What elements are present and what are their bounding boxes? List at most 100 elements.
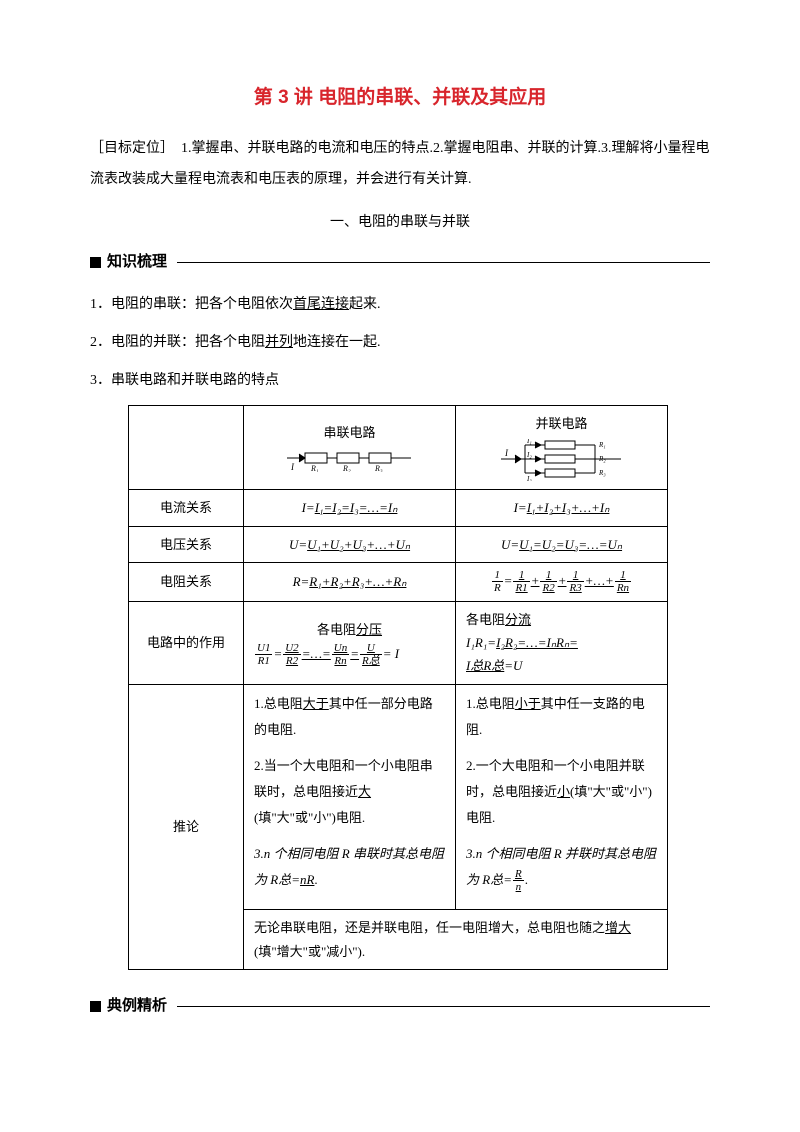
underline-text: 小于 bbox=[515, 696, 541, 711]
table-row: 电压关系 U=U₁+U₂+U₃+…+Uₙ U=U₁=U₂=U₃=…=Uₙ bbox=[129, 526, 668, 562]
formula-line: U1R1=U2R2=…=UnRn=UR总= I bbox=[254, 642, 445, 668]
svg-text:R₂: R₂ bbox=[342, 464, 351, 472]
text: = I bbox=[383, 646, 399, 661]
underline-text: 大于 bbox=[303, 696, 329, 711]
svg-text:I: I bbox=[504, 448, 509, 458]
heading-line bbox=[177, 262, 710, 263]
underline-text: 并列 bbox=[265, 335, 293, 350]
role-title: 各电阻分流 bbox=[466, 608, 657, 631]
svg-text:I₃: I₃ bbox=[526, 475, 532, 481]
infer-line: 1.总电阻小于其中任一支路的电阻. bbox=[466, 691, 657, 743]
table-cell: 各电阻分流 I₁R₁=I₂R₂=…=IₙRₙ= I总R总=U bbox=[456, 601, 668, 684]
infer-line: 1.总电阻大于其中任一部分电路的电阻. bbox=[254, 691, 445, 743]
table-cell bbox=[129, 405, 244, 489]
table-cell: 并联电路 I I₁ I₂ I₃ bbox=[456, 405, 668, 489]
infer-line: 3.n 个相同电阻 R 并联时其总电阻为 R总=Rn. bbox=[466, 841, 657, 894]
square-icon bbox=[90, 257, 101, 268]
text: =U bbox=[504, 658, 522, 673]
fraction: 1R1 bbox=[512, 569, 530, 594]
text: 2．电阻的并联：把各个电阻 bbox=[90, 335, 265, 350]
table-row: 电阻关系 R=R₁+R₂+R₃+…+Rₙ 1R=1R1+1R2+1R3+…+1R… bbox=[129, 562, 668, 601]
svg-text:I: I bbox=[290, 462, 295, 472]
list-item: 3．串联电路和并联电路的特点 bbox=[90, 367, 710, 395]
text: +…+ bbox=[585, 573, 614, 588]
text: 1.总电阻 bbox=[254, 696, 303, 711]
table-cell: 1R=1R1+1R2+1R3+…+1Rn bbox=[456, 562, 668, 601]
text: U= bbox=[289, 537, 307, 552]
text: 3.n 个相同电阻 R 并联时其总电阻为 R总= bbox=[466, 846, 656, 887]
comparison-table: 串联电路 I R₁ R₂ R₃ 并联电路 bbox=[128, 405, 668, 970]
formula-line: I₁R₁=I₂R₂=…=IₙRₙ= bbox=[466, 631, 657, 654]
table-row: 串联电路 I R₁ R₂ R₃ 并联电路 bbox=[129, 405, 668, 489]
formula-underline: I总R总 bbox=[466, 658, 504, 673]
series-circuit-icon: I R₁ R₂ R₃ bbox=[285, 448, 415, 472]
formula-underline: I₂R₂=…=IₙRₙ= bbox=[496, 635, 578, 650]
underline-text: 分压 bbox=[356, 622, 382, 637]
table-cell: 电路中的作用 bbox=[129, 601, 244, 684]
fraction: U2R2 bbox=[282, 642, 301, 667]
formula-underline: U₁+U₂+U₃+…+Uₙ bbox=[307, 537, 410, 552]
text: . bbox=[314, 872, 317, 887]
table-cell: I=I₁=I₂=I₃=…=Iₙ bbox=[244, 490, 456, 526]
table-cell-merged: 无论串联电阻，还是并联电阻，任一电阻增大，总电阻也随之增大 (填"增大"或"减小"… bbox=[244, 910, 668, 970]
formula-underline: R₁+R₂+R₃+…+Rₙ bbox=[309, 574, 406, 589]
parallel-circuit-icon: I I₁ I₂ I₃ R₁ R₂ R₃ bbox=[497, 439, 627, 481]
infer-line: 3.n 个相同电阻 R 串联时其总电阻为 R总=nR. bbox=[254, 841, 445, 893]
header-text: 串联电路 bbox=[254, 421, 445, 444]
text: = bbox=[350, 646, 359, 661]
underline-text: 增大 bbox=[605, 920, 631, 935]
formula-line: I总R总=U bbox=[466, 654, 657, 677]
table-cell: 1.总电阻小于其中任一支路的电阻. 2.一个大电阻和一个小电阻并联时，总电阻接近… bbox=[456, 684, 668, 910]
heading-line bbox=[177, 1006, 710, 1007]
fraction: 1R3 bbox=[566, 569, 584, 594]
table-cell: U=U₁+U₂+U₃+…+Uₙ bbox=[244, 526, 456, 562]
table-cell: 电阻关系 bbox=[129, 562, 244, 601]
text: (填"增大"或"减小"). bbox=[254, 944, 365, 959]
heading-text: 知识梳理 bbox=[107, 248, 167, 277]
text: U= bbox=[501, 537, 519, 552]
table-cell: 电压关系 bbox=[129, 526, 244, 562]
list-item: 2．电阻的并联：把各个电阻并列地连接在一起. bbox=[90, 329, 710, 357]
svg-text:R₃: R₃ bbox=[374, 464, 383, 472]
table-row: 电路中的作用 各电阻分压 U1R1=U2R2=…=UnRn=UR总= I 各电阻… bbox=[129, 601, 668, 684]
underline-text: 分流 bbox=[505, 612, 531, 627]
table-cell: U=U₁=U₂=U₃=…=Uₙ bbox=[456, 526, 668, 562]
formula-underline: U₁=U₂=U₃=…=Uₙ bbox=[519, 537, 622, 552]
svg-text:R₁: R₁ bbox=[310, 464, 319, 472]
svg-text:R₁: R₁ bbox=[598, 441, 606, 449]
text: + bbox=[531, 573, 540, 588]
heading-knowledge: 知识梳理 bbox=[90, 248, 710, 277]
svg-text:I₁: I₁ bbox=[526, 439, 532, 445]
text: 无论串联电阻，还是并联电阻，任一电阻增大，总电阻也随之 bbox=[254, 920, 605, 935]
fraction: U1R1 bbox=[254, 642, 273, 667]
text: R= bbox=[293, 574, 310, 589]
text: I= bbox=[514, 500, 527, 515]
text: 各电阻 bbox=[317, 622, 356, 637]
text: + bbox=[558, 573, 567, 588]
section-label: 一、电阻的串联与并联 bbox=[90, 210, 710, 237]
fraction: 1R2 bbox=[539, 569, 557, 594]
fraction: 1R bbox=[491, 569, 504, 594]
text: (填"大"或"小")电阻. bbox=[254, 810, 365, 825]
text: =…= bbox=[302, 646, 331, 661]
underline-text: 小 bbox=[557, 784, 570, 799]
fraction: 1Rn bbox=[614, 569, 632, 594]
table-cell: 各电阻分压 U1R1=U2R2=…=UnRn=UR总= I bbox=[244, 601, 456, 684]
text: I₁R₁= bbox=[466, 635, 496, 650]
text: 2.当一个大电阻和一个小电阻串联时，总电阻接近 bbox=[254, 758, 433, 799]
page-title: 第 3 讲 电阻的串联、并联及其应用 bbox=[90, 80, 710, 116]
list-item: 1．电阻的串联：把各个电阻依次首尾连接起来. bbox=[90, 291, 710, 319]
square-icon bbox=[90, 1001, 101, 1012]
underline-text: 首尾连接 bbox=[293, 297, 349, 312]
text: 1．电阻的串联：把各个电阻依次 bbox=[90, 297, 293, 312]
text: 各电阻 bbox=[466, 612, 505, 627]
underline-text: nR bbox=[300, 872, 314, 887]
text: 地连接在一起. bbox=[293, 335, 381, 350]
svg-text:R₂: R₂ bbox=[598, 455, 606, 463]
svg-text:R₃: R₃ bbox=[598, 469, 606, 477]
text: . bbox=[525, 872, 528, 887]
infer-line: 2.当一个大电阻和一个小电阻串联时，总电阻接近大(填"大"或"小")电阻. bbox=[254, 753, 445, 831]
text: I= bbox=[302, 500, 315, 515]
table-row: 推论 1.总电阻大于其中任一部分电路的电阻. 2.当一个大电阻和一个小电阻串联时… bbox=[129, 684, 668, 910]
table-cell: 电流关系 bbox=[129, 490, 244, 526]
